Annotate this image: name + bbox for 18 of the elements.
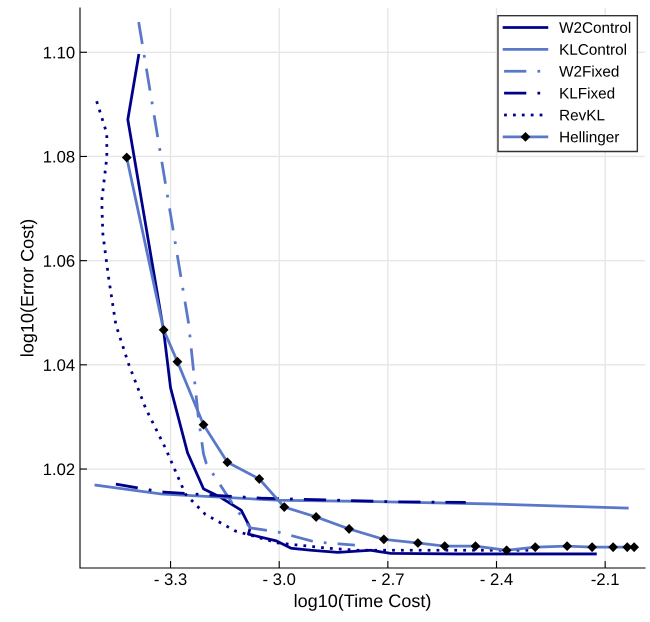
x-tick-label: -2.1 [592, 573, 619, 585]
x-axis-title: log10(Time Cost) [294, 594, 430, 611]
legend-label: Hellinger [560, 131, 620, 146]
legend-label: KLControl [560, 44, 626, 55]
x-tick-label: - 3.0 [263, 573, 296, 586]
x-tick-label: - 2.4 [480, 573, 513, 585]
legend-label: KLFixed [560, 87, 614, 99]
x-tick-label: - 3.3 [154, 573, 186, 586]
y-tick-label: 1.06 [44, 255, 74, 267]
y-tick-label: 1.10 [44, 46, 74, 58]
y-axis-title: log10(Error Cost) [20, 220, 38, 356]
legend-label: W2Control [559, 22, 630, 33]
legend-label: W2Fixed [559, 66, 618, 77]
y-tick-label: 1.04 [44, 359, 75, 372]
y-tick-label: 1.08 [44, 150, 74, 163]
x-tick-label: - 2.7 [372, 573, 404, 585]
y-tick-label: 1.02 [44, 463, 74, 476]
legend-label: RevKL [560, 110, 604, 120]
